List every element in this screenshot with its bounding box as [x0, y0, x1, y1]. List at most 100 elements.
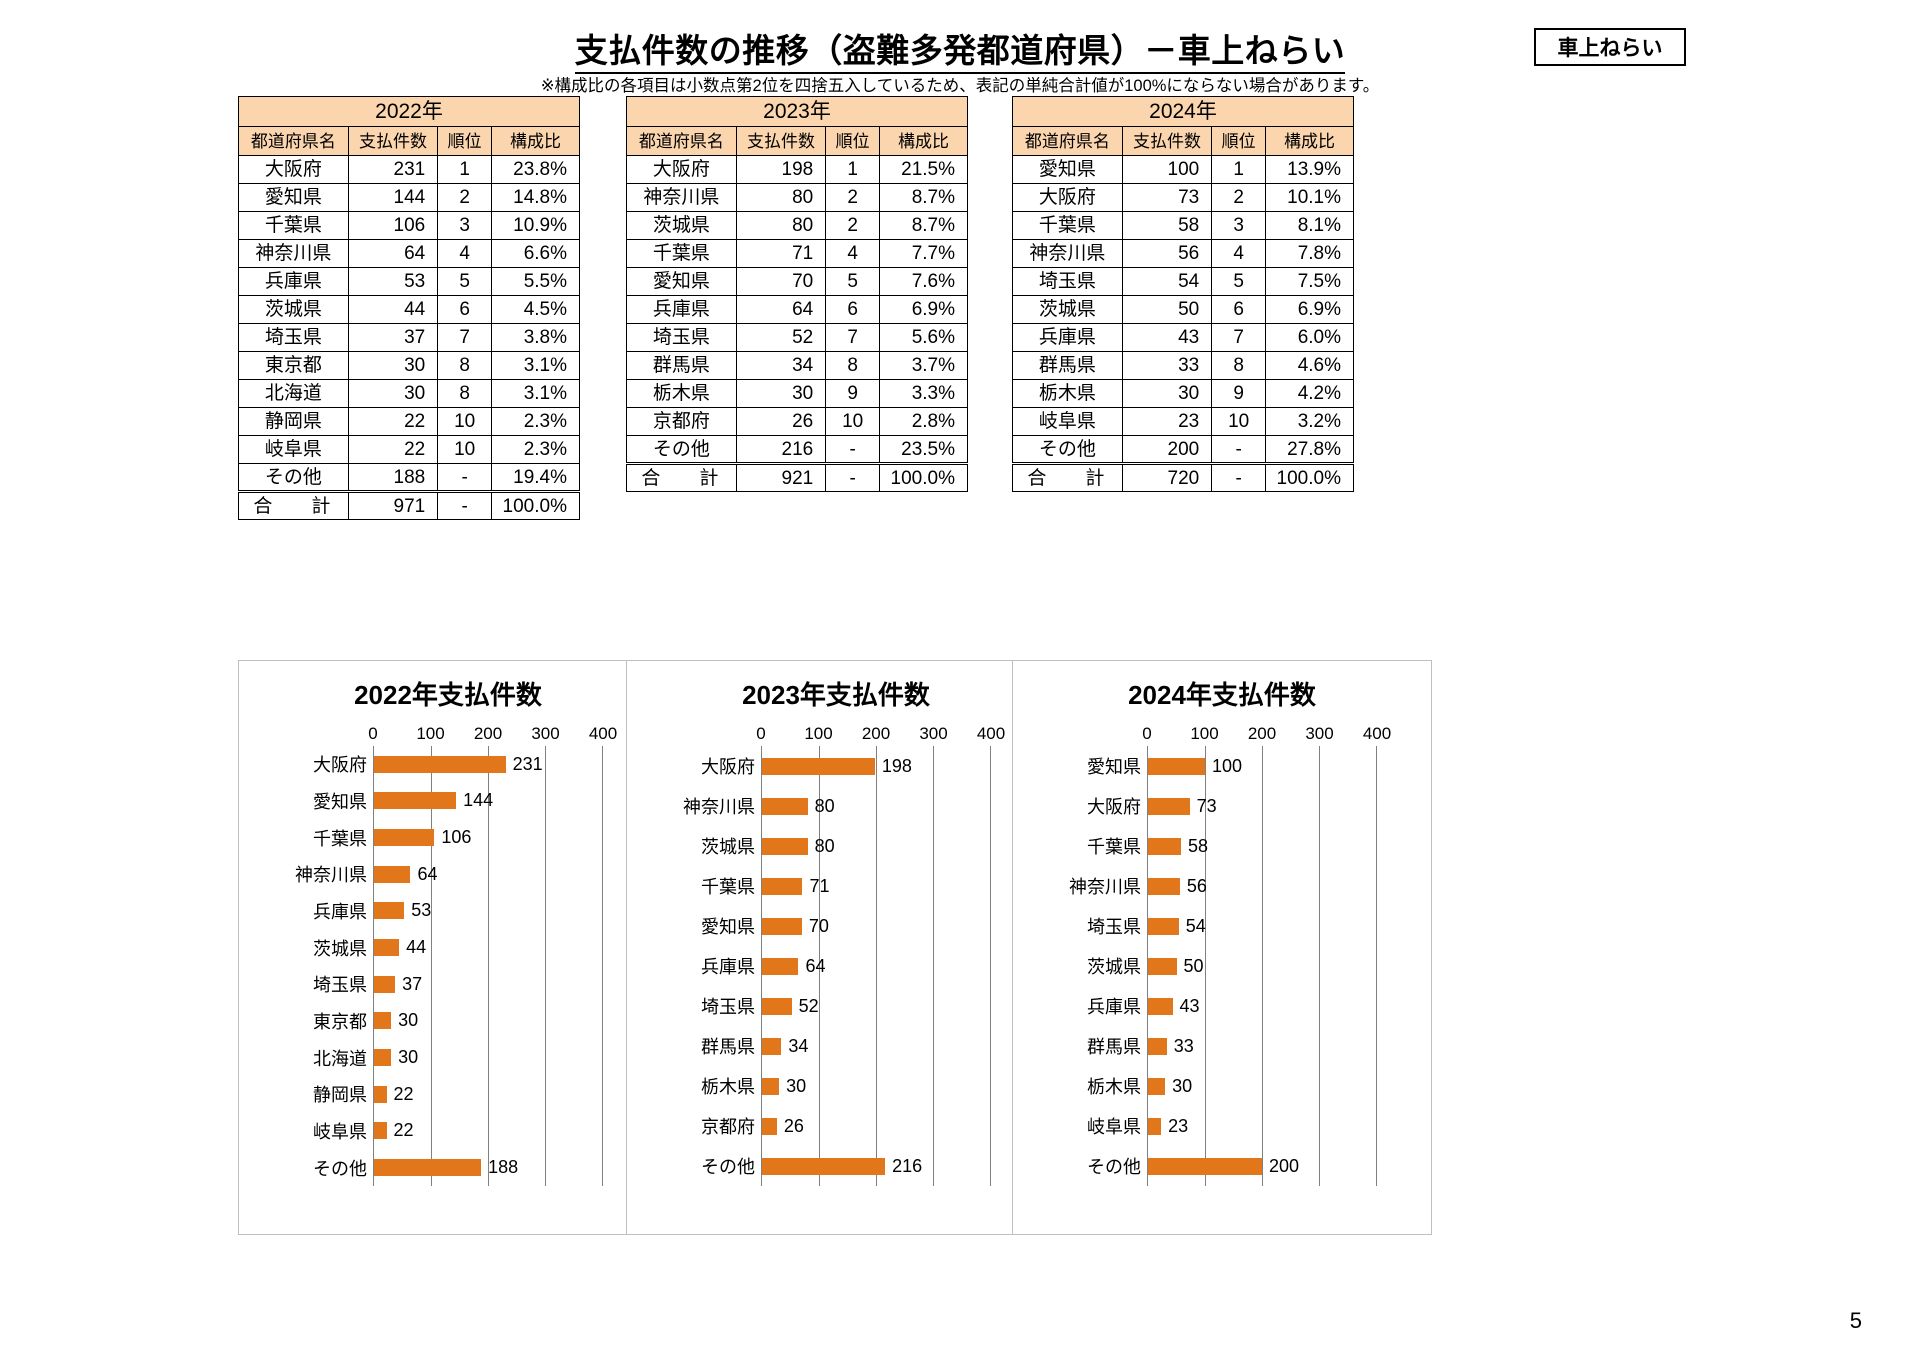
cell-cnt: 53 [347, 267, 439, 296]
bar-category-label: 茨城県 [701, 837, 755, 857]
cell-pct: 7.6% [879, 267, 968, 296]
cell-cnt: 231 [347, 155, 439, 184]
bar-row: 北海道 30 [313, 1039, 602, 1076]
cell-name: 愛知県 [238, 183, 349, 212]
cell-cnt: 30 [1121, 379, 1213, 408]
table-row: その他 200-27.8% [1012, 435, 1354, 464]
cell-name: 埼玉県 [626, 323, 737, 352]
bar [374, 792, 457, 810]
cell-cnt: 30 [735, 379, 827, 408]
bar-row: その他 200 [1087, 1146, 1376, 1186]
cell-rank: 8 [437, 351, 493, 380]
bar [762, 957, 799, 975]
cell-name: 合 計 [238, 490, 349, 520]
gridline-300 [545, 746, 547, 1186]
bar-row: 群馬県 34 [701, 1026, 990, 1066]
bar [374, 755, 506, 773]
page-title: 支払件数の推移（盗難多発都道府県）－車上ねらい [0, 24, 1920, 74]
table-row: 千葉県 71 4 7.7% [626, 239, 968, 268]
column-header-0: 都道府県名 [238, 126, 349, 156]
cell-name: 愛知県 [626, 267, 737, 296]
chart-title: 2023年支払件数 [742, 680, 930, 710]
bar [1148, 797, 1190, 815]
column-header-1: 支払件数 [347, 126, 439, 156]
cell-rank: 8 [1211, 351, 1267, 380]
bar-category-label: 岐阜県 [1087, 1117, 1141, 1137]
cell-name: その他 [626, 435, 737, 464]
bar-category-label: 兵庫県 [1087, 997, 1141, 1017]
cell-rank: 7 [825, 323, 881, 352]
x-axis-tick-labels: 0 100 200 300 400 [1142, 724, 1391, 746]
plot-region: 大阪府 231 愛知県 144 千葉県 106 神奈川県 64 兵庫県 53 茨城県 44 埼玉県 37 東… [295, 746, 603, 1186]
table-row: 群馬県 34 8 3.7% [626, 351, 968, 380]
bar-row: 京都府 26 [701, 1106, 990, 1146]
cell-rank: 5 [825, 267, 881, 296]
table-year-label: 2024年 [1012, 96, 1354, 127]
chart-area: 0 100 200 300 400 愛知県 100 大阪府 73 千葉県 58 神奈川県 56 埼玉県 54… [1029, 724, 1415, 1214]
bar-row: その他 188 [313, 1149, 602, 1186]
cell-rank: - [437, 490, 493, 520]
cell-cnt: 971 [347, 490, 439, 520]
bar-category-label: 千葉県 [313, 828, 367, 849]
bar-category-label: その他 [1087, 1157, 1141, 1177]
cell-rank: 8 [825, 351, 881, 380]
cell-name: 合 計 [1012, 462, 1123, 492]
bar-row: 埼玉県 37 [313, 966, 602, 1003]
table-row: 埼玉県 52 7 5.6% [626, 323, 968, 352]
bar-value-label: 71 [809, 875, 830, 896]
gridline-100 [819, 746, 821, 1186]
bar-row: 千葉県 106 [313, 819, 602, 856]
cell-pct: 5.6% [879, 323, 968, 352]
cell-rank: 7 [437, 323, 493, 352]
x-axis-tick-labels: 0 100 200 300 400 [756, 724, 1005, 746]
x-tick-400: 400 [588, 724, 618, 743]
column-header-2: 順位 [825, 126, 881, 156]
page-number: 5 [1849, 1308, 1862, 1333]
table-row: 兵庫県 64 6 6.9% [626, 295, 968, 324]
bar-category-label: 大阪府 [313, 755, 367, 776]
cell-pct: 8.7% [879, 183, 968, 212]
cell-cnt: 30 [347, 351, 439, 380]
cell-pct: 3.2% [1265, 407, 1354, 436]
bar [1148, 957, 1177, 975]
cell-rank: 5 [437, 267, 493, 296]
cell-cnt: 64 [735, 295, 827, 324]
bar-category-label: 東京都 [313, 1011, 367, 1032]
cell-pct: 23.8% [491, 155, 580, 184]
cell-rank: 6 [825, 295, 881, 324]
bar [374, 902, 405, 920]
cell-name: 埼玉県 [1012, 267, 1123, 296]
cell-pct: 27.8% [1265, 435, 1354, 464]
cell-name: 京都府 [626, 407, 737, 436]
cell-pct: 13.9% [1265, 155, 1354, 184]
chart-2024: 2024年支払件数 0 100 200 300 400 愛知県 100 大阪府 73 千葉県 58 神奈… [1012, 660, 1432, 1235]
page-title-text: 支払件数の推移（盗難多発都道府県）－車上ねらい [574, 32, 1346, 74]
cell-pct: 14.8% [491, 183, 580, 212]
table-row: 愛知県 100 1 13.9% [1012, 155, 1354, 184]
cell-name: 群馬県 [1012, 351, 1123, 380]
cell-name: 静岡県 [238, 407, 349, 436]
cell-pct: 2.8% [879, 407, 968, 436]
bar-value-label: 100 [1212, 755, 1243, 776]
column-header-1: 支払件数 [1121, 126, 1213, 156]
bar-row: 神奈川県 56 [1069, 866, 1376, 906]
cell-pct: 3.1% [491, 379, 580, 408]
table-row: 静岡県 22 10 2.3% [238, 407, 580, 436]
bar-category-label: 神奈川県 [1069, 877, 1141, 897]
bar-category-label: 静岡県 [313, 1085, 367, 1106]
cell-cnt: 43 [1121, 323, 1213, 352]
bar-row: 愛知県 70 [701, 906, 990, 946]
cell-rank: 2 [825, 183, 881, 212]
bar-value-label: 80 [814, 795, 835, 816]
cell-rank: 1 [825, 155, 881, 184]
table-row: 岐阜県 23 10 3.2% [1012, 407, 1354, 436]
bar-row: 大阪府 198 [701, 746, 990, 786]
column-header-2: 順位 [1211, 126, 1267, 156]
table-row: 兵庫県 53 5 5.5% [238, 267, 580, 296]
cell-name: 神奈川県 [1012, 239, 1123, 268]
bar-category-label: 千葉県 [701, 877, 755, 897]
x-tick-300: 300 [531, 724, 560, 743]
bar-value-label: 30 [1172, 1075, 1193, 1096]
cell-rank: 3 [1211, 211, 1267, 240]
